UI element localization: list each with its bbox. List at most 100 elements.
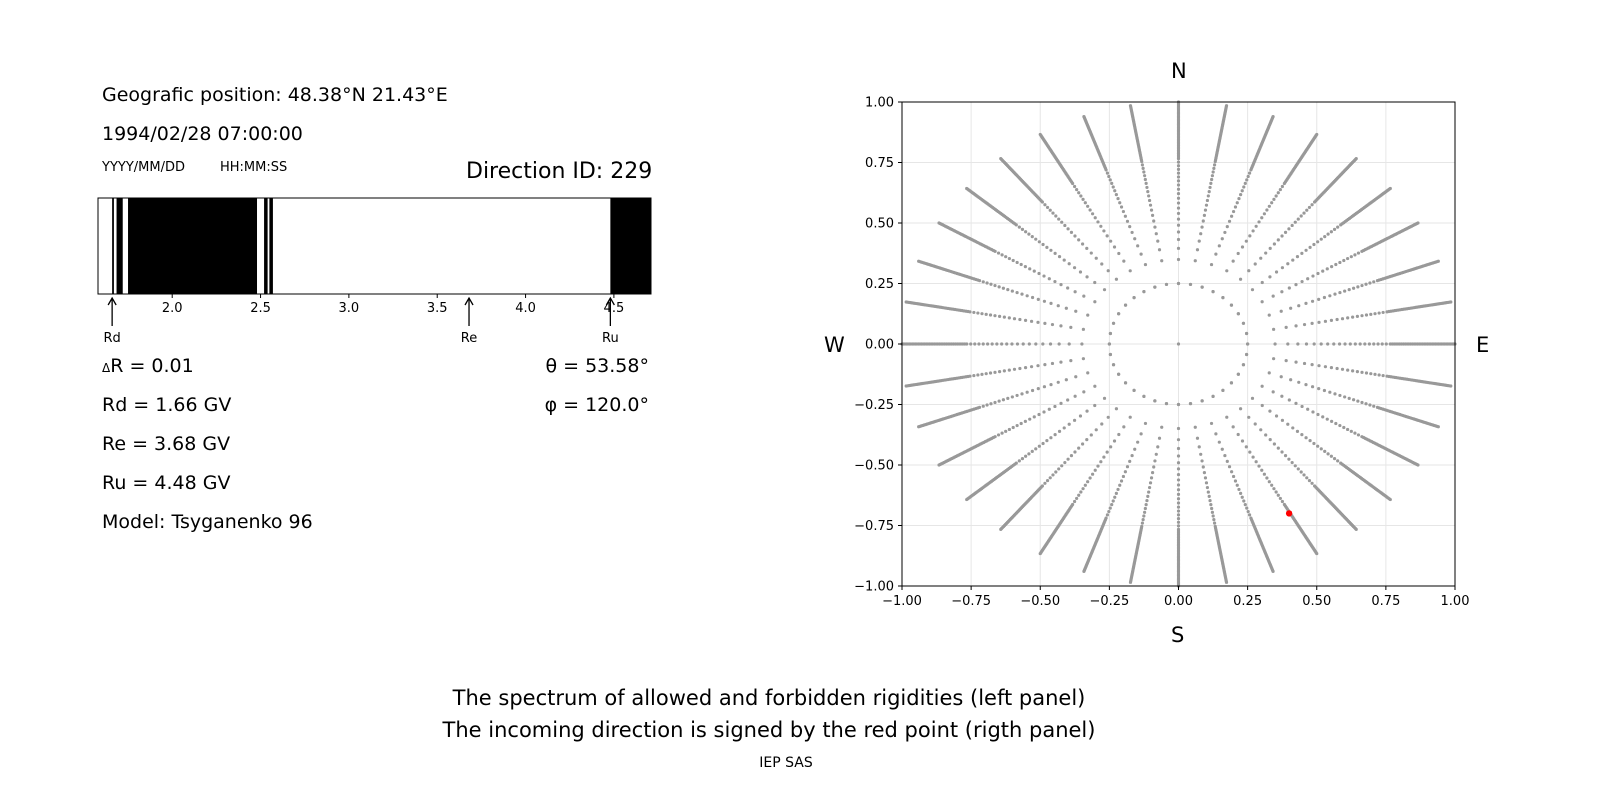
direction-point [989,282,993,286]
direction-point [1305,476,1309,480]
direction-point [1329,454,1333,458]
direction-point [1332,457,1337,461]
direction-point [1279,375,1283,379]
direction-point [1229,381,1234,385]
direction-point [1280,450,1284,454]
direction-point [1093,280,1097,285]
direction-point [1305,208,1309,212]
direction-point [1089,433,1093,437]
direction-point [1153,285,1157,289]
direction-point [1230,470,1234,474]
direction-point [1007,256,1011,261]
direction-point [1152,219,1156,223]
direction-point [1197,239,1201,243]
direction-point [1360,400,1364,405]
direction-point [1027,232,1031,236]
direction-point [1227,465,1232,469]
direction-point [1085,275,1089,279]
direction-point [1001,398,1005,402]
direction-point [1257,220,1261,224]
direction-point [1284,359,1288,363]
direction-point [1247,171,1252,175]
direction-point [1053,404,1057,409]
direction-point [1114,192,1118,197]
direction-point [1296,467,1300,471]
direction-point [1074,309,1078,313]
direction-point [1067,342,1071,346]
direction-point [1310,481,1314,485]
direction-point [1041,242,1045,247]
direction-point [980,372,984,376]
direction-point [1157,436,1162,440]
direction-point [1276,191,1280,195]
direction-point [981,280,985,284]
direction-point [1051,473,1055,477]
direction-point [1077,493,1081,497]
direction-point [1176,246,1181,250]
direction-point [1050,322,1055,327]
direction-point [1286,422,1290,426]
direction-point [1254,460,1258,464]
direction-point [1319,237,1323,241]
direction-point [1147,485,1152,490]
direction-point [1319,342,1323,346]
direction-point [1105,450,1109,454]
direction-point [1007,427,1011,432]
direction-point [1176,175,1181,179]
direction-point [1160,259,1164,263]
direction-point [1416,221,1420,225]
direction-point [1176,492,1181,496]
direction-point [1072,266,1077,270]
direction-point [1244,239,1248,243]
direction-point [1272,357,1276,361]
y-tick-label: 0.50 [865,217,894,232]
direction-point [1368,281,1372,285]
x-tick-label: 0.00 [1164,594,1193,609]
direction-point [1245,178,1249,182]
direction-point [1153,399,1157,403]
direction-point [1054,470,1058,474]
direction-point [1062,426,1066,430]
direction-point [1142,174,1147,178]
direction-point [1176,446,1181,451]
direction-point [1225,225,1229,229]
direction-point [1241,363,1246,367]
direction-point [1107,174,1111,179]
direction-point [1113,495,1117,499]
direction-point [1212,517,1216,522]
direction-point [1119,205,1124,209]
direction-point [1006,396,1010,400]
direction-point [1117,312,1121,316]
direction-point [1143,177,1147,182]
direction-point [1238,277,1243,281]
direction-point [1106,269,1110,273]
direction-point [1029,319,1034,323]
direction-point [1057,217,1061,221]
direction-point [1025,390,1029,394]
direction-point [1066,227,1070,231]
direction-point [1059,360,1063,364]
direction-point [1302,211,1306,215]
direction-point [1326,342,1330,346]
direction-point [1130,453,1134,458]
direction-point [1056,304,1060,308]
direction-point [1049,301,1053,305]
direction-point [1123,214,1127,218]
direction-point [1236,372,1240,376]
direction-point [1333,292,1337,296]
direction-point [1348,342,1352,346]
x-tick-label: −1.00 [882,594,922,609]
direction-point [1082,569,1086,574]
direction-point [1377,311,1381,315]
direction-point [1057,255,1062,259]
direction-point [1139,432,1143,436]
direction-point [1114,407,1119,411]
direction-point [1240,495,1244,499]
direction-point [1045,439,1049,443]
direction-point [1265,476,1269,480]
direction-point [1074,375,1078,379]
direction-point [1023,265,1027,269]
direction-point [1062,258,1066,262]
direction-point [1200,285,1204,289]
direction-point [1360,314,1364,318]
